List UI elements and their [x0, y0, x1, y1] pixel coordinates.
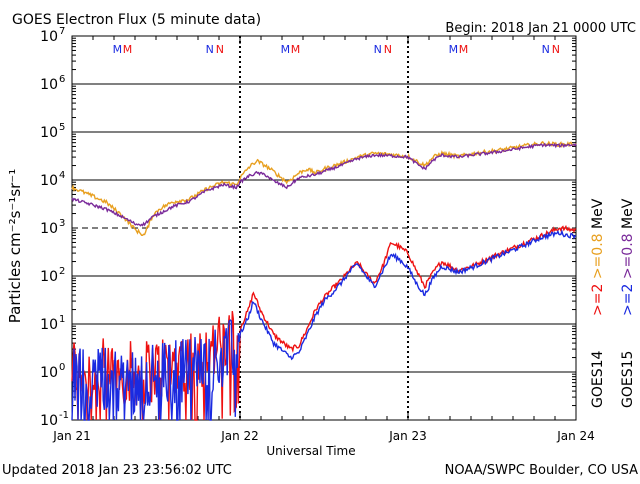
y-tick-label: 103: [40, 218, 65, 237]
legend-energy-label: >=2 >=0.8 MeV: [590, 198, 606, 316]
y-axis-label: Particles cm⁻²s⁻¹sr⁻¹: [6, 169, 24, 323]
y-tick-label: 102: [40, 266, 65, 285]
marker-n: N: [374, 43, 382, 56]
x-tick-label: Jan 24: [556, 429, 595, 443]
legend: GOES14 >=2 >=0.8 MeV GOES15 >=2 >=0.8 MeV: [590, 198, 636, 408]
legend-energy-label: >=2 >=0.8 MeV: [620, 198, 636, 316]
plot-area: [71, 35, 577, 421]
x-tick-label: Jan 21: [52, 429, 91, 443]
updated-timestamp: Updated 2018 Jan 23 23:56:02 UTC: [2, 463, 232, 478]
marker-m: M: [113, 43, 123, 56]
y-axis-ticks: 10-1 100 101 102 103 104 105 106 107: [40, 26, 69, 429]
y-tick-label: 106: [40, 74, 65, 93]
series-line: [71, 142, 577, 227]
x-axis-ticks: Jan 21 Jan 22 Jan 23 Jan 24: [52, 429, 595, 443]
marker-m: M: [281, 43, 291, 56]
legend-group-label: GOES15: [620, 351, 636, 408]
x-tick-label: Jan 22: [220, 429, 259, 443]
marker-n: N: [216, 43, 224, 56]
x-axis-label: Universal Time: [266, 444, 355, 458]
y-tick-label: 105: [40, 122, 65, 141]
chart-title: GOES Electron Flux (5 minute data): [12, 12, 261, 28]
begin-time-label: Begin: 2018 Jan 21 0000 UTC: [445, 21, 636, 36]
series-line: [71, 224, 577, 421]
marker-n: N: [542, 43, 550, 56]
marker-n: N: [552, 43, 560, 56]
y-tick-label: 107: [40, 26, 65, 45]
marker-m: M: [459, 43, 469, 56]
marker-m: M: [123, 43, 133, 56]
series-line: [71, 229, 577, 421]
y-tick-label: 101: [40, 314, 65, 333]
series-layer: [71, 140, 577, 421]
credit-label: NOAA/SWPC Boulder, CO USA: [445, 463, 638, 478]
legend-group-label: GOES14: [590, 350, 606, 408]
y-tick-label: 100: [40, 362, 65, 381]
y-tick-label: 10-1: [40, 410, 69, 429]
x-tick-label: Jan 23: [388, 429, 427, 443]
marker-m: M: [291, 43, 301, 56]
marker-m: M: [449, 43, 459, 56]
series-line: [71, 140, 577, 236]
marker-n: N: [384, 43, 392, 56]
marker-n: N: [206, 43, 214, 56]
y-tick-label: 104: [40, 170, 65, 189]
